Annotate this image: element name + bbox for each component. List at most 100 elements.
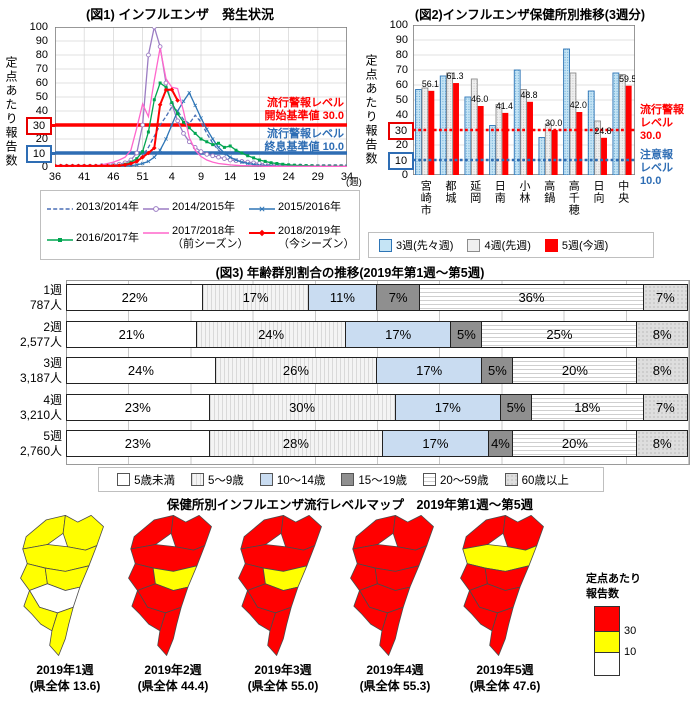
legend-item: 20～59歳 xyxy=(423,472,489,488)
map-region-nobeoka xyxy=(62,514,104,551)
bar-value-label: 42.0 xyxy=(570,100,587,110)
legend-label: 2014/2015年 xyxy=(172,200,235,213)
legend-marker-icon xyxy=(47,237,73,242)
map-prefecture-total: (県全体 47.6) xyxy=(469,679,541,693)
level-map-week-1 xyxy=(20,514,104,656)
map-legend-red-box xyxy=(594,606,620,632)
plot-border xyxy=(55,27,347,167)
stacked-bar-week-2: 21% 24% 17% 5% 25% 8% xyxy=(66,320,688,348)
marker-circle xyxy=(204,152,210,157)
bar-高鍋-3週(先々週) xyxy=(538,137,546,175)
chart2-warning-threshold-tick: 30 xyxy=(388,122,414,140)
map-legend-title-line2: 報告数 xyxy=(586,588,619,600)
segment-60歳以上: 7% xyxy=(643,394,687,420)
y-tick-0: 0 xyxy=(41,161,48,173)
segment-60歳以上: 8% xyxy=(637,358,687,383)
bar-高千穂-3週(先々週) xyxy=(563,48,570,175)
bar-value-label: 46.0 xyxy=(471,94,488,104)
map-prefecture-total: (県全体 55.0) xyxy=(247,679,319,693)
segment-15～19歳: 4% xyxy=(488,431,514,456)
legend-label: 2018/2019年 （今シーズン） xyxy=(278,225,355,251)
x-tick-41: 41 xyxy=(78,171,91,183)
legend-swatch-icon xyxy=(423,473,436,486)
category-label-小林: 小林 xyxy=(518,180,530,204)
chart2-warning-label-line2: レベル xyxy=(640,117,673,129)
chart2-plot-area: 56.1 61.3 46.0 41.4 48.8 30.0 42.0 24.8 59.5 xyxy=(413,25,635,175)
bar-中央-3週(先々週) xyxy=(612,72,620,175)
legend-item: 5歳未満 xyxy=(117,472,175,488)
chart2-by-healthcenter: (図2)インフルエンザ保健所別推移(3週分) 定点あたり報告数 56.1 61.3… xyxy=(360,4,700,262)
bar-value-label: 30.0 xyxy=(545,118,562,128)
segment-5歳未満: 22% xyxy=(67,285,204,310)
x-tick-36: 36 xyxy=(48,171,62,183)
map-region-nobeoka xyxy=(392,514,434,551)
marker-circle xyxy=(146,52,151,58)
bar-延岡-3週(先々週) xyxy=(464,96,472,175)
legend-marker-icon xyxy=(143,205,169,212)
segment-5歳未満: 21% xyxy=(67,321,198,347)
legend-label: 10～14歳 xyxy=(276,474,326,487)
bar-宮崎市-5週(今週) xyxy=(428,90,435,175)
legend-label: 2016/2017年 xyxy=(76,231,139,244)
bar-宮崎市-3週(先々週) xyxy=(415,89,422,175)
bar-都城-3週(先々週) xyxy=(439,75,447,175)
bar-中央-4週(先週) xyxy=(618,74,626,175)
map-region-miyakonojo xyxy=(23,590,58,632)
y-tick-60: 60 xyxy=(395,79,408,91)
level-map-section: 保健所別インフルエンザ流行レベルマップ 2019年第1週～第5週 2019年1週… xyxy=(0,494,700,702)
chart3-legend: 5歳未満 5～9歳 10～14歳 15～19歳 20～59歳 60歳以上 xyxy=(98,467,604,492)
row-label: 3週 3,187人 xyxy=(19,356,62,385)
legend-swatch-icon xyxy=(117,473,131,486)
row-label: 2週 2,577人 xyxy=(19,319,62,349)
level-map-week-3 xyxy=(238,514,322,656)
segment-60歳以上: 8% xyxy=(637,321,687,347)
map-week-label: 2019年2週 xyxy=(144,663,202,677)
level-map-week-2 xyxy=(128,514,212,656)
map-region-takachiho xyxy=(240,514,284,550)
legend-swatch-icon xyxy=(341,473,355,486)
bar-高鍋-5週(今週) xyxy=(551,130,558,175)
legend-swatch-icon xyxy=(504,473,518,486)
level-map-week-4 xyxy=(350,514,434,656)
y-tick-90: 90 xyxy=(35,35,48,47)
x-tick-29: 29 xyxy=(311,171,324,183)
legend-label: 2013/2014年 xyxy=(76,200,139,213)
marker-diamonds xyxy=(55,87,180,167)
series-line-4 xyxy=(55,47,347,167)
bar-value-label: 24.8 xyxy=(594,126,611,136)
bar-小林-5週(今週) xyxy=(527,101,533,175)
bar-都城-4週(先週) xyxy=(446,72,454,175)
marker-circle xyxy=(181,131,186,136)
bar-value-label: 41.4 xyxy=(496,101,513,111)
chart1-end-line-stub xyxy=(50,151,55,156)
y-tick-20: 20 xyxy=(395,139,408,151)
chart2-warning-label-line3: 30.0 xyxy=(640,130,662,142)
bar-value-label: 56.1 xyxy=(422,79,439,89)
category-label-中央: 中央 xyxy=(616,180,629,204)
map-region-nichinan xyxy=(489,606,514,656)
map-region-takachiho xyxy=(462,514,506,550)
chart1-end-label-line1: 流行警報レベル xyxy=(267,128,344,140)
bar-宮崎市-4週(先週) xyxy=(421,87,429,175)
row-label: 1週 787人 xyxy=(29,283,62,312)
bar-日南-4週(先週) xyxy=(495,104,503,175)
map-week-label: 2019年3週 xyxy=(254,663,312,677)
bar-延岡-4週(先週) xyxy=(470,78,478,175)
segment-60歳以上: 7% xyxy=(643,285,687,310)
x-tick-19: 19 xyxy=(253,171,266,183)
segment-5～9歳: 26% xyxy=(215,358,377,383)
segment-10～14歳: 11% xyxy=(308,285,377,310)
category-label-日南: 日南 xyxy=(493,180,506,204)
map-region-nobeoka xyxy=(170,514,212,551)
x-tick-9: 9 xyxy=(197,171,205,183)
y-tick-20: 20 xyxy=(35,133,48,145)
map-region-nichinan xyxy=(49,606,74,656)
legend-swatch-icon xyxy=(259,473,273,486)
level-map-week-5 xyxy=(460,514,544,656)
x-tick-34: 34 xyxy=(340,171,354,183)
map-region-takachiho xyxy=(352,514,396,550)
segment-15～19歳: 5% xyxy=(451,321,483,347)
bar-日南-3週(先々週) xyxy=(489,125,496,175)
chart1-end-label-line2: 終息基準値 10.0 xyxy=(264,141,344,153)
